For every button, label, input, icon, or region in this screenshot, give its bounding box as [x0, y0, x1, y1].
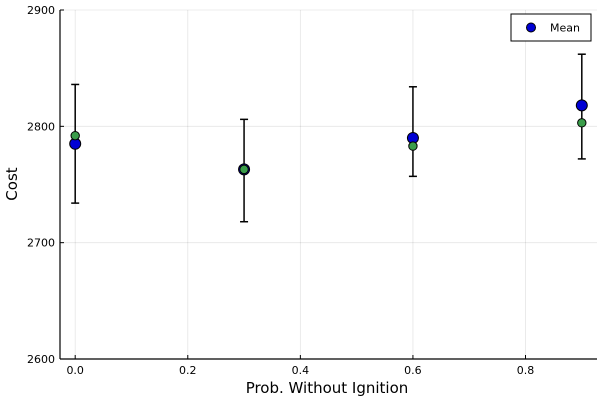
x-tick-label: 0.0 [66, 364, 84, 377]
legend-label-mean: Mean [550, 22, 580, 35]
x-tick-label: 0.8 [517, 364, 535, 377]
mean-point [575, 99, 588, 112]
y-tick-label: 2800 [27, 120, 55, 133]
axes [59, 9, 597, 360]
series-2-point [239, 164, 249, 175]
series-2-point [408, 141, 418, 151]
y-tick-label: 2900 [27, 4, 55, 17]
legend: Mean [510, 13, 592, 42]
tick-labels: 0.0 0.2 0.4 0.6 0.8 2600 2700 2800 2900 [27, 4, 534, 377]
legend-box [510, 13, 592, 42]
y-tick-label: 2600 [27, 353, 55, 366]
x-tick-label: 0.4 [292, 364, 310, 377]
x-tick-label: 0.2 [179, 364, 197, 377]
data-points [69, 99, 588, 176]
y-axis-title: Cost [3, 167, 21, 200]
x-axis-title: Prob. Without Ignition [246, 379, 409, 397]
y-tick-label: 2700 [27, 237, 55, 250]
x-tick-label: 0.6 [404, 364, 422, 377]
series-2-point [577, 118, 587, 128]
series-2-point [70, 130, 80, 141]
legend-marker-mean [526, 22, 536, 33]
